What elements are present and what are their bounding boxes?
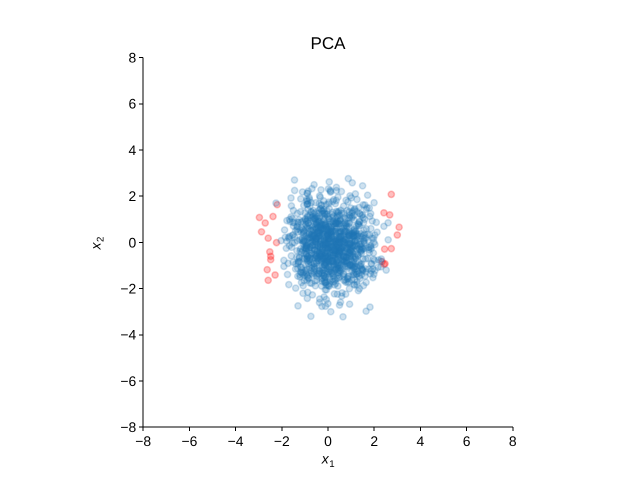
svg-text:−6: −6: [120, 373, 136, 389]
svg-text:6: 6: [128, 96, 136, 112]
svg-text:0: 0: [324, 433, 332, 449]
svg-text:4: 4: [417, 433, 425, 449]
svg-text:4: 4: [128, 142, 136, 158]
svg-text:x: x: [88, 242, 104, 251]
svg-text:2: 2: [370, 433, 378, 449]
svg-text:−4: −4: [120, 327, 136, 343]
svg-text:8: 8: [509, 433, 517, 449]
svg-text:x: x: [321, 451, 330, 467]
svg-text:−4: −4: [228, 433, 244, 449]
svg-text:2: 2: [128, 188, 136, 204]
svg-text:−8: −8: [135, 433, 151, 449]
svg-text:−8: −8: [120, 419, 136, 435]
svg-text:1: 1: [329, 459, 334, 470]
svg-text:PCA: PCA: [311, 34, 347, 53]
svg-text:2: 2: [96, 237, 107, 242]
svg-text:−2: −2: [120, 281, 136, 297]
svg-text:−6: −6: [181, 433, 197, 449]
svg-text:6: 6: [463, 433, 471, 449]
svg-text:0: 0: [128, 234, 136, 250]
svg-text:−2: −2: [274, 433, 290, 449]
svg-text:8: 8: [128, 50, 136, 66]
